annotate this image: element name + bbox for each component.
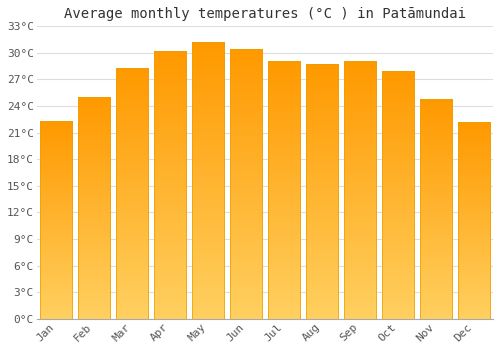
Bar — [116, 68, 148, 319]
Bar — [420, 100, 452, 319]
Bar — [306, 64, 338, 319]
Bar — [382, 71, 414, 319]
Bar — [154, 51, 186, 319]
Bar — [344, 62, 376, 319]
Bar — [40, 121, 72, 319]
Title: Average monthly temperatures (°C ) in Patāmundai: Average monthly temperatures (°C ) in Pa… — [64, 7, 466, 21]
Bar — [458, 122, 490, 319]
Bar — [192, 42, 224, 319]
Bar — [268, 62, 300, 319]
Bar — [78, 97, 110, 319]
Bar — [230, 49, 262, 319]
